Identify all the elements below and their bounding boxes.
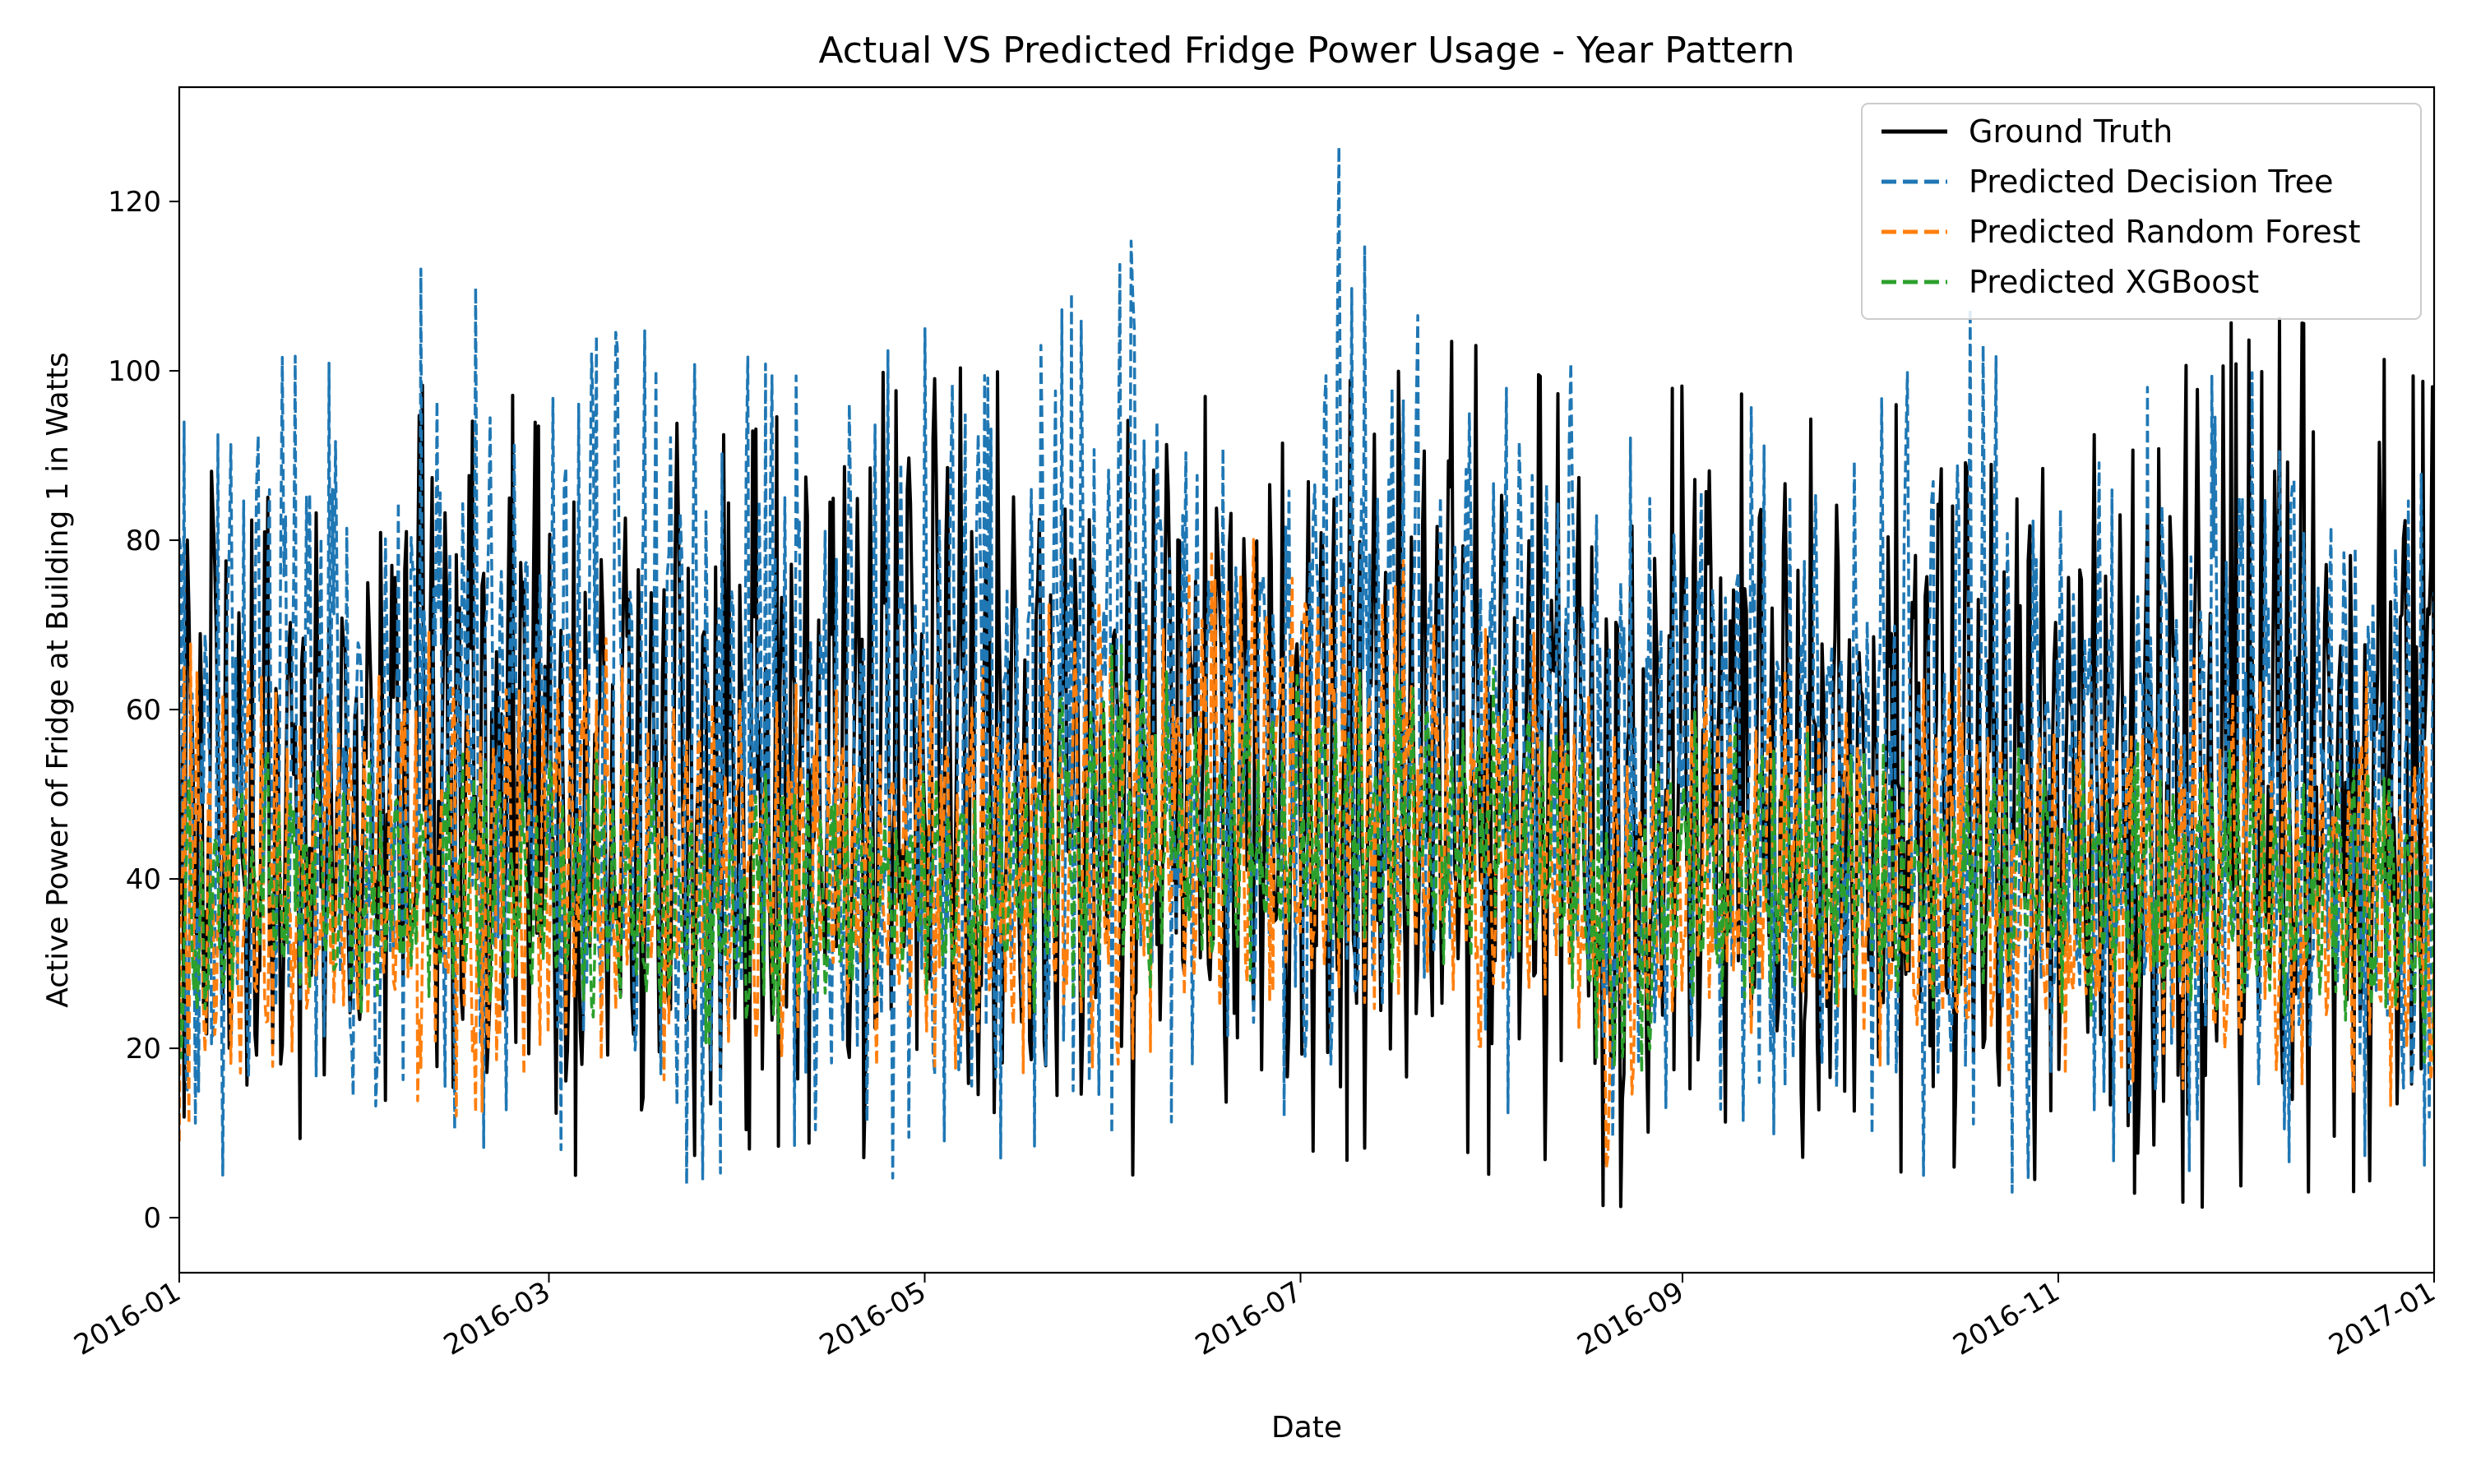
chart-title: Actual VS Predicted Fridge Power Usage -… [818, 30, 1794, 72]
series-line-predicted-xgboost [179, 644, 2434, 1074]
y-tick-label: 120 [108, 186, 161, 219]
series-line-predicted-decision-tree [179, 145, 2434, 1194]
y-tick-label: 20 [126, 1033, 161, 1066]
y-axis-label: Active Power of Fridge at Building 1 in … [41, 352, 75, 1007]
y-tick-label: 60 [126, 694, 161, 727]
y-tick-label: 0 [143, 1202, 161, 1235]
series-layer [179, 145, 2434, 1209]
legend-box [1861, 103, 2422, 320]
y-axis: 0 20 40 60 80 100 120 [108, 186, 179, 1235]
plot-frame [178, 86, 2436, 1274]
y-tick-label: 100 [108, 355, 161, 388]
legend: Ground Truth Predicted Decision Tree Predi… [1861, 103, 2422, 320]
legend-label: Predicted Decision Tree [1969, 164, 2334, 200]
legend-label: Predicted Random Forest [1969, 214, 2360, 250]
x-axis-label: Date [1271, 1411, 1342, 1445]
y-tick-label: 80 [126, 525, 161, 557]
plot-area [178, 86, 2436, 1274]
legend-label: Predicted XGBoost [1969, 264, 2259, 300]
legend-label: Ground Truth [1969, 113, 2173, 150]
y-tick-label: 40 [126, 863, 161, 896]
